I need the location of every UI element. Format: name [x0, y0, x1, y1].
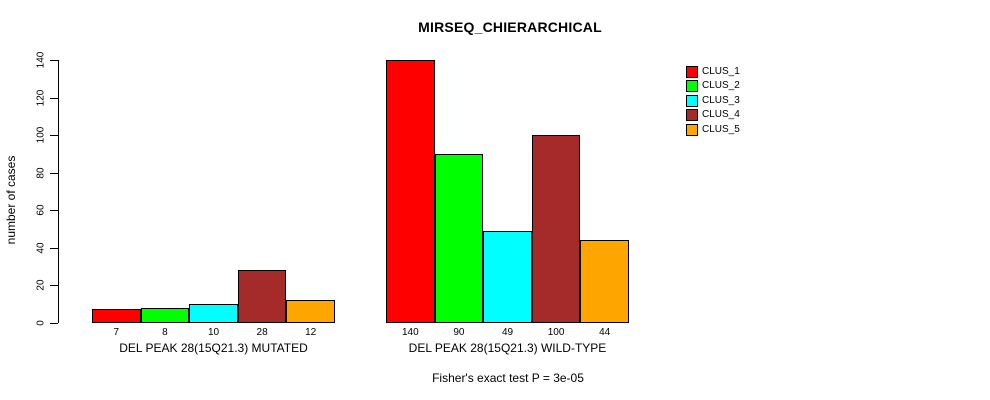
y-tick: [50, 135, 58, 136]
y-tick-label: 140: [35, 51, 47, 69]
y-tick: [50, 322, 58, 324]
bar: [286, 300, 335, 323]
bar: [189, 303, 238, 323]
y-tick-label: 120: [35, 89, 47, 106]
y-tick-label: 20: [35, 279, 47, 291]
group-label: DEL PEAK 28(15Q21.3) WILD-TYPE: [408, 341, 607, 355]
bar: [580, 240, 629, 323]
bar: [92, 309, 141, 323]
y-tick: [50, 210, 58, 211]
bar: [386, 60, 435, 323]
legend-label: CLUS_2: [702, 80, 740, 92]
bar: [140, 307, 190, 323]
y-tick-label: 60: [35, 204, 47, 216]
bar: [531, 135, 581, 323]
legend-swatch: [686, 109, 698, 122]
y-tick-label: 100: [35, 126, 47, 144]
y-tick: [50, 285, 58, 286]
y-tick: [50, 172, 58, 174]
y-axis-line: [58, 60, 59, 323]
legend-label: CLUS_3: [702, 94, 740, 106]
y-tick-label: 0: [35, 319, 47, 326]
bar-value-label: 7: [113, 327, 120, 338]
bar: [483, 230, 532, 323]
bar-value-label: 12: [305, 327, 317, 338]
y-tick: [50, 247, 58, 249]
legend-swatch: [686, 80, 698, 93]
bar-value-label: 140: [401, 327, 419, 338]
legend-label: CLUS_5: [702, 123, 740, 135]
bar-value-label: 10: [207, 327, 220, 338]
legend-label: CLUS_4: [702, 109, 740, 121]
y-tick-label: 40: [35, 241, 47, 254]
bar-value-label: 100: [547, 327, 565, 338]
group-label: DEL PEAK 28(15Q21.3) MUTATED: [119, 341, 308, 355]
bar-value-label: 28: [256, 327, 268, 338]
footer-note: Fisher's exact test P = 3e-05: [432, 371, 584, 385]
bar-value-label: 8: [162, 327, 168, 338]
y-tick: [50, 60, 58, 61]
bar: [237, 270, 287, 323]
legend-swatch: [686, 123, 698, 136]
bar-value-label: 44: [599, 327, 611, 338]
bar: [434, 153, 484, 323]
bar-value-label: 90: [453, 327, 465, 338]
y-tick: [50, 97, 58, 99]
chart-title: MIRSEQ_CHIERARCHICAL: [418, 19, 602, 35]
bar-value-label: 49: [501, 327, 514, 338]
legend-swatch: [686, 66, 698, 78]
legend-label: CLUS_1: [702, 66, 740, 77]
y-tick-label: 80: [35, 166, 47, 179]
legend-swatch: [686, 94, 698, 107]
y-axis-label: number of cases: [4, 155, 18, 245]
